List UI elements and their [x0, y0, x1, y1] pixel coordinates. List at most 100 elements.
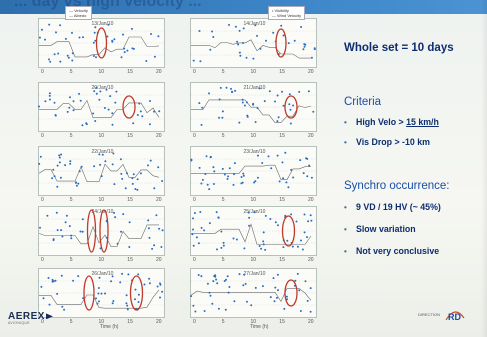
velocity-point [226, 275, 229, 278]
x-tick-label: 0 [41, 197, 44, 203]
velocity-point [136, 178, 139, 181]
velocity-point [56, 185, 59, 188]
velocity-point [256, 176, 259, 179]
velocity-point [262, 243, 265, 246]
velocity-point [289, 122, 292, 125]
velocity-point [58, 156, 61, 159]
velocity-point [98, 153, 101, 156]
visibility-series-line [39, 99, 160, 118]
velocity-point [125, 294, 128, 297]
x-tick-label: 0 [193, 257, 196, 263]
velocity-point [290, 168, 293, 171]
velocity-point [299, 310, 302, 312]
velocity-point [92, 41, 95, 44]
velocity-point [242, 174, 245, 177]
velocity-point [191, 233, 194, 236]
velocity-point [310, 176, 313, 179]
velocity-point [56, 292, 59, 295]
velocity-point [281, 90, 283, 93]
velocity-point [95, 92, 98, 95]
velocity-point [94, 120, 97, 122]
velocity-point [136, 114, 139, 116]
velocity-point [310, 56, 313, 59]
highlight-circle [99, 209, 109, 253]
velocity-point [248, 216, 251, 219]
x-tick-label: 10 [251, 133, 257, 139]
velocity-point [126, 172, 128, 175]
velocity-point [95, 297, 97, 300]
velocity-point [49, 60, 52, 63]
velocity-point [263, 100, 266, 103]
velocity-point [134, 298, 136, 301]
velocity-point [292, 176, 295, 179]
velocity-point [53, 101, 56, 104]
velocity-point [192, 304, 195, 307]
x-tick-label: 10 [99, 69, 105, 75]
velocity-point [298, 289, 301, 292]
velocity-point [193, 212, 196, 214]
x-tick-label: 10 [251, 69, 257, 75]
velocity-point [219, 86, 222, 89]
velocity-point [238, 51, 241, 54]
aerex-logo: AEREX AVIONIQUE [8, 311, 53, 325]
synchro-item: • 9 VD / 19 HV (~ 45%) [344, 202, 441, 212]
velocity-point [256, 34, 258, 37]
velocity-point [282, 177, 285, 180]
velocity-point [143, 283, 146, 286]
velocity-point [38, 105, 40, 108]
x-tick-label: 5 [70, 197, 73, 203]
velocity-point [71, 31, 73, 34]
velocity-point [248, 224, 251, 227]
velocity-point [68, 106, 71, 109]
velocity-point [306, 157, 309, 160]
velocity-point [253, 181, 256, 184]
velocity-point [127, 273, 130, 276]
velocity-point [51, 278, 54, 281]
velocity-point [252, 103, 255, 106]
velocity-point [148, 123, 151, 126]
legend-entry: • Visibility [272, 8, 289, 13]
velocity-point [158, 110, 161, 113]
velocity-point [277, 289, 279, 292]
velocity-point [274, 286, 277, 289]
velocity-point [126, 308, 129, 311]
velocity-point [46, 214, 49, 217]
velocity-point [52, 168, 55, 171]
velocity-point [80, 165, 83, 168]
plot-panel: 27/Jan/10 0 5 10 15 20 [190, 268, 317, 325]
velocity-point [96, 302, 99, 305]
velocity-point [217, 216, 220, 219]
velocity-point [293, 39, 296, 42]
x-tick-label: 0 [41, 319, 44, 325]
plot-legend-right: • Visibility — Wind Velocity [268, 6, 306, 20]
velocity-point [213, 170, 216, 173]
top-band [0, 0, 487, 14]
velocity-point [112, 300, 115, 302]
velocity-point [109, 95, 112, 98]
velocity-point [40, 285, 43, 288]
velocity-point [246, 114, 249, 117]
plot-date-label: 14/Jan/10 [244, 21, 266, 27]
velocity-point [93, 31, 96, 34]
bullet-icon: • [344, 203, 347, 212]
x-tick-label: 5 [222, 257, 225, 263]
highlight-circle [284, 95, 298, 119]
visibility-series-line [191, 99, 312, 123]
velocity-point [119, 281, 122, 284]
velocity-point [282, 246, 285, 249]
velocity-point [303, 213, 306, 216]
velocity-point [148, 236, 151, 239]
x-tick-label: 15 [127, 133, 133, 139]
velocity-point [261, 162, 264, 164]
velocity-point [223, 173, 226, 176]
velocity-point [294, 279, 297, 282]
velocity-point [206, 183, 209, 186]
velocity-point [111, 40, 114, 43]
velocity-point [123, 47, 126, 50]
velocity-point [291, 245, 294, 248]
velocity-point [113, 211, 116, 214]
velocity-point [147, 219, 150, 222]
velocity-point [134, 288, 137, 291]
velocity-point [66, 54, 69, 57]
